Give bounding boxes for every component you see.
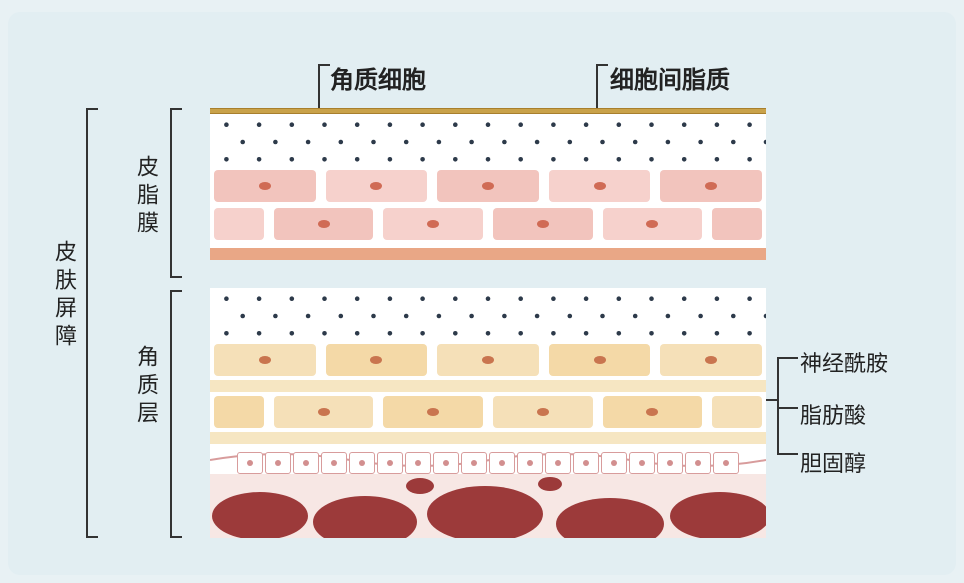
pink-cell-row-1 bbox=[214, 170, 762, 202]
bracket-main bbox=[86, 108, 88, 538]
top-label-keratinocyte: 角质细胞 bbox=[330, 60, 426, 95]
cream-cell-row-2 bbox=[214, 396, 762, 428]
layer-gap bbox=[210, 260, 766, 288]
main-vertical-label: 皮肤屏障 bbox=[48, 240, 80, 352]
right-label-1: 脂肪酸 bbox=[800, 398, 866, 430]
bracket-lower bbox=[170, 290, 172, 538]
sebum-film-line bbox=[210, 108, 766, 114]
dermis-layer bbox=[210, 474, 766, 538]
right-leader-fan bbox=[760, 350, 804, 470]
pink-stripe bbox=[210, 248, 766, 260]
basal-cell-row bbox=[210, 452, 766, 474]
lipid-dots-lower bbox=[210, 290, 766, 342]
right-label-2: 胆固醇 bbox=[800, 446, 866, 478]
sub-upper-label: 皮脂膜 bbox=[130, 155, 162, 239]
cream-stripe-2 bbox=[210, 432, 766, 444]
bracket-upper bbox=[170, 108, 172, 278]
sub-lower-label: 角质层 bbox=[130, 345, 162, 429]
cream-cell-row-1 bbox=[214, 344, 762, 376]
top-label-lipid: 细胞间脂质 bbox=[610, 60, 730, 95]
cream-stripe-1 bbox=[210, 380, 766, 392]
lipid-dots-upper bbox=[210, 116, 766, 168]
right-label-0: 神经酰胺 bbox=[800, 346, 888, 378]
skin-diagram-canvas bbox=[210, 108, 766, 538]
pink-cell-row-2 bbox=[214, 208, 762, 240]
